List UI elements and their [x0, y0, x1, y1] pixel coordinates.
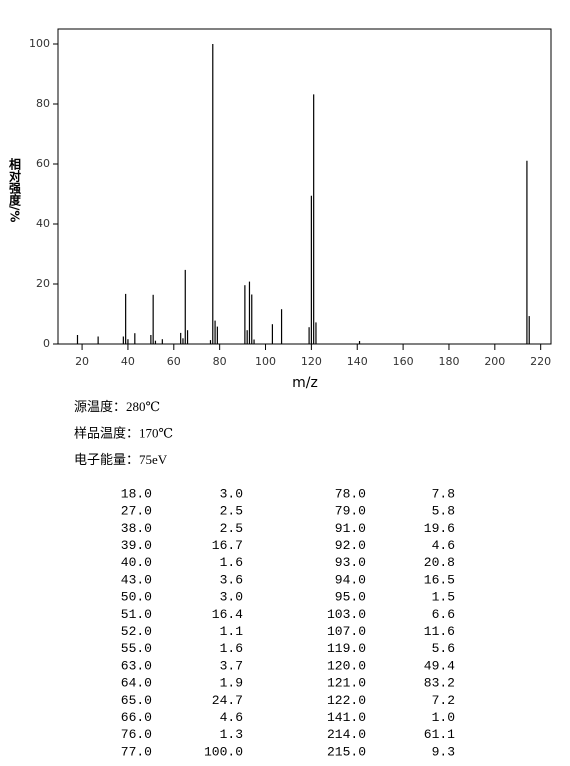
- table-cell: 1.9: [220, 676, 243, 691]
- table-cell: 122.0: [327, 693, 366, 708]
- y-tick-label: 60: [36, 157, 50, 170]
- table-cell: 16.7: [212, 538, 243, 553]
- table-cell: 1.6: [220, 641, 243, 656]
- table-cell: 55.0: [121, 641, 152, 656]
- table-cell: 39.0: [121, 538, 152, 553]
- x-tick-label: 80: [213, 355, 227, 368]
- x-axis-label: m/z: [292, 375, 318, 391]
- table-cell: 119.0: [327, 641, 366, 656]
- y-tick-label: 0: [43, 337, 50, 350]
- table-cell: 76.0: [121, 727, 152, 742]
- table-cell: 64.0: [121, 676, 152, 691]
- y-tick-label: 40: [36, 217, 50, 230]
- table-cell: 78.0: [335, 486, 366, 501]
- table-cell: 141.0: [327, 710, 366, 725]
- table-cell: 6.6: [432, 607, 455, 622]
- table-cell: 5.8: [432, 504, 455, 519]
- y-tick-label: 20: [36, 277, 50, 290]
- table-cell: 50.0: [121, 590, 152, 605]
- table-cell: 65.0: [121, 693, 152, 708]
- table-cell: 5.6: [432, 641, 455, 656]
- table-cell: 95.0: [335, 590, 366, 605]
- table-cell: 40.0: [121, 555, 152, 570]
- table-cell: 120.0: [327, 658, 366, 673]
- table-cell: 66.0: [121, 710, 152, 725]
- table-cell: 77.0: [121, 744, 152, 759]
- table-cell: 43.0: [121, 572, 152, 587]
- x-tick-label: 200: [484, 355, 505, 368]
- table-cell: 3.0: [220, 486, 243, 501]
- x-tick-label: 20: [75, 355, 89, 368]
- table-cell: 11.6: [424, 624, 455, 639]
- table-cell: 1.1: [220, 624, 244, 639]
- x-tick-label: 40: [121, 355, 135, 368]
- table-cell: 1.5: [432, 590, 455, 605]
- table-cell: 27.0: [121, 504, 152, 519]
- y-axis-label: 相对强度/%: [8, 157, 22, 223]
- table-cell: 19.6: [424, 521, 455, 536]
- table-cell: 24.7: [212, 693, 243, 708]
- table-cell: 7.2: [432, 693, 455, 708]
- x-tick-label: 220: [530, 355, 551, 368]
- table-cell: 91.0: [335, 521, 366, 536]
- table-cell: 51.0: [121, 607, 152, 622]
- x-tick-label: 140: [347, 355, 368, 368]
- x-tick-label: 60: [167, 355, 181, 368]
- table-cell: 7.8: [432, 486, 455, 501]
- table-cell: 103.0: [327, 607, 366, 622]
- plot-frame: [57, 28, 552, 345]
- table-cell: 52.0: [121, 624, 152, 639]
- condition: 源温度：280℃: [74, 399, 160, 414]
- table-cell: 2.5: [220, 521, 243, 536]
- table-cell: 38.0: [121, 521, 152, 536]
- table-cell: 63.0: [121, 658, 152, 673]
- table-cell: 100.0: [204, 744, 243, 759]
- x-tick-label: 180: [438, 355, 459, 368]
- table-cell: 20.8: [424, 555, 455, 570]
- table-cell: 93.0: [335, 555, 366, 570]
- table-cell: 2.5: [220, 504, 243, 519]
- y-tick-label: 80: [36, 97, 50, 110]
- table-cell: 3.7: [220, 658, 243, 673]
- table-cell: 1.6: [220, 555, 243, 570]
- table-cell: 214.0: [327, 727, 366, 742]
- table-cell: 215.0: [327, 744, 366, 759]
- table-cell: 16.4: [212, 607, 243, 622]
- table-cell: 79.0: [335, 504, 366, 519]
- table-cell: 3.6: [220, 572, 243, 587]
- condition: 电子能量：75eV: [74, 452, 168, 467]
- table-cell: 121.0: [327, 676, 366, 691]
- table-cell: 3.0: [220, 590, 243, 605]
- table-cell: 4.6: [220, 710, 243, 725]
- table-cell: 9.3: [432, 744, 455, 759]
- table-cell: 16.5: [424, 572, 455, 587]
- table-cell: 94.0: [335, 572, 366, 587]
- table-cell: 83.2: [424, 676, 455, 691]
- table-cell: 92.0: [335, 538, 366, 553]
- table-cell: 61.1: [424, 727, 455, 742]
- x-tick-label: 120: [301, 355, 322, 368]
- condition: 样品温度：170℃: [74, 425, 173, 440]
- y-tick-label: 100: [29, 37, 50, 50]
- table-cell: 1.3: [220, 727, 243, 742]
- table-cell: 107.0: [327, 624, 366, 639]
- table-cell: 49.4: [424, 658, 455, 673]
- table-cell: 4.6: [432, 538, 455, 553]
- table-cell: 18.0: [121, 486, 152, 501]
- x-tick-label: 100: [255, 355, 276, 368]
- table-cell: 1.0: [432, 710, 455, 725]
- x-tick-label: 160: [393, 355, 414, 368]
